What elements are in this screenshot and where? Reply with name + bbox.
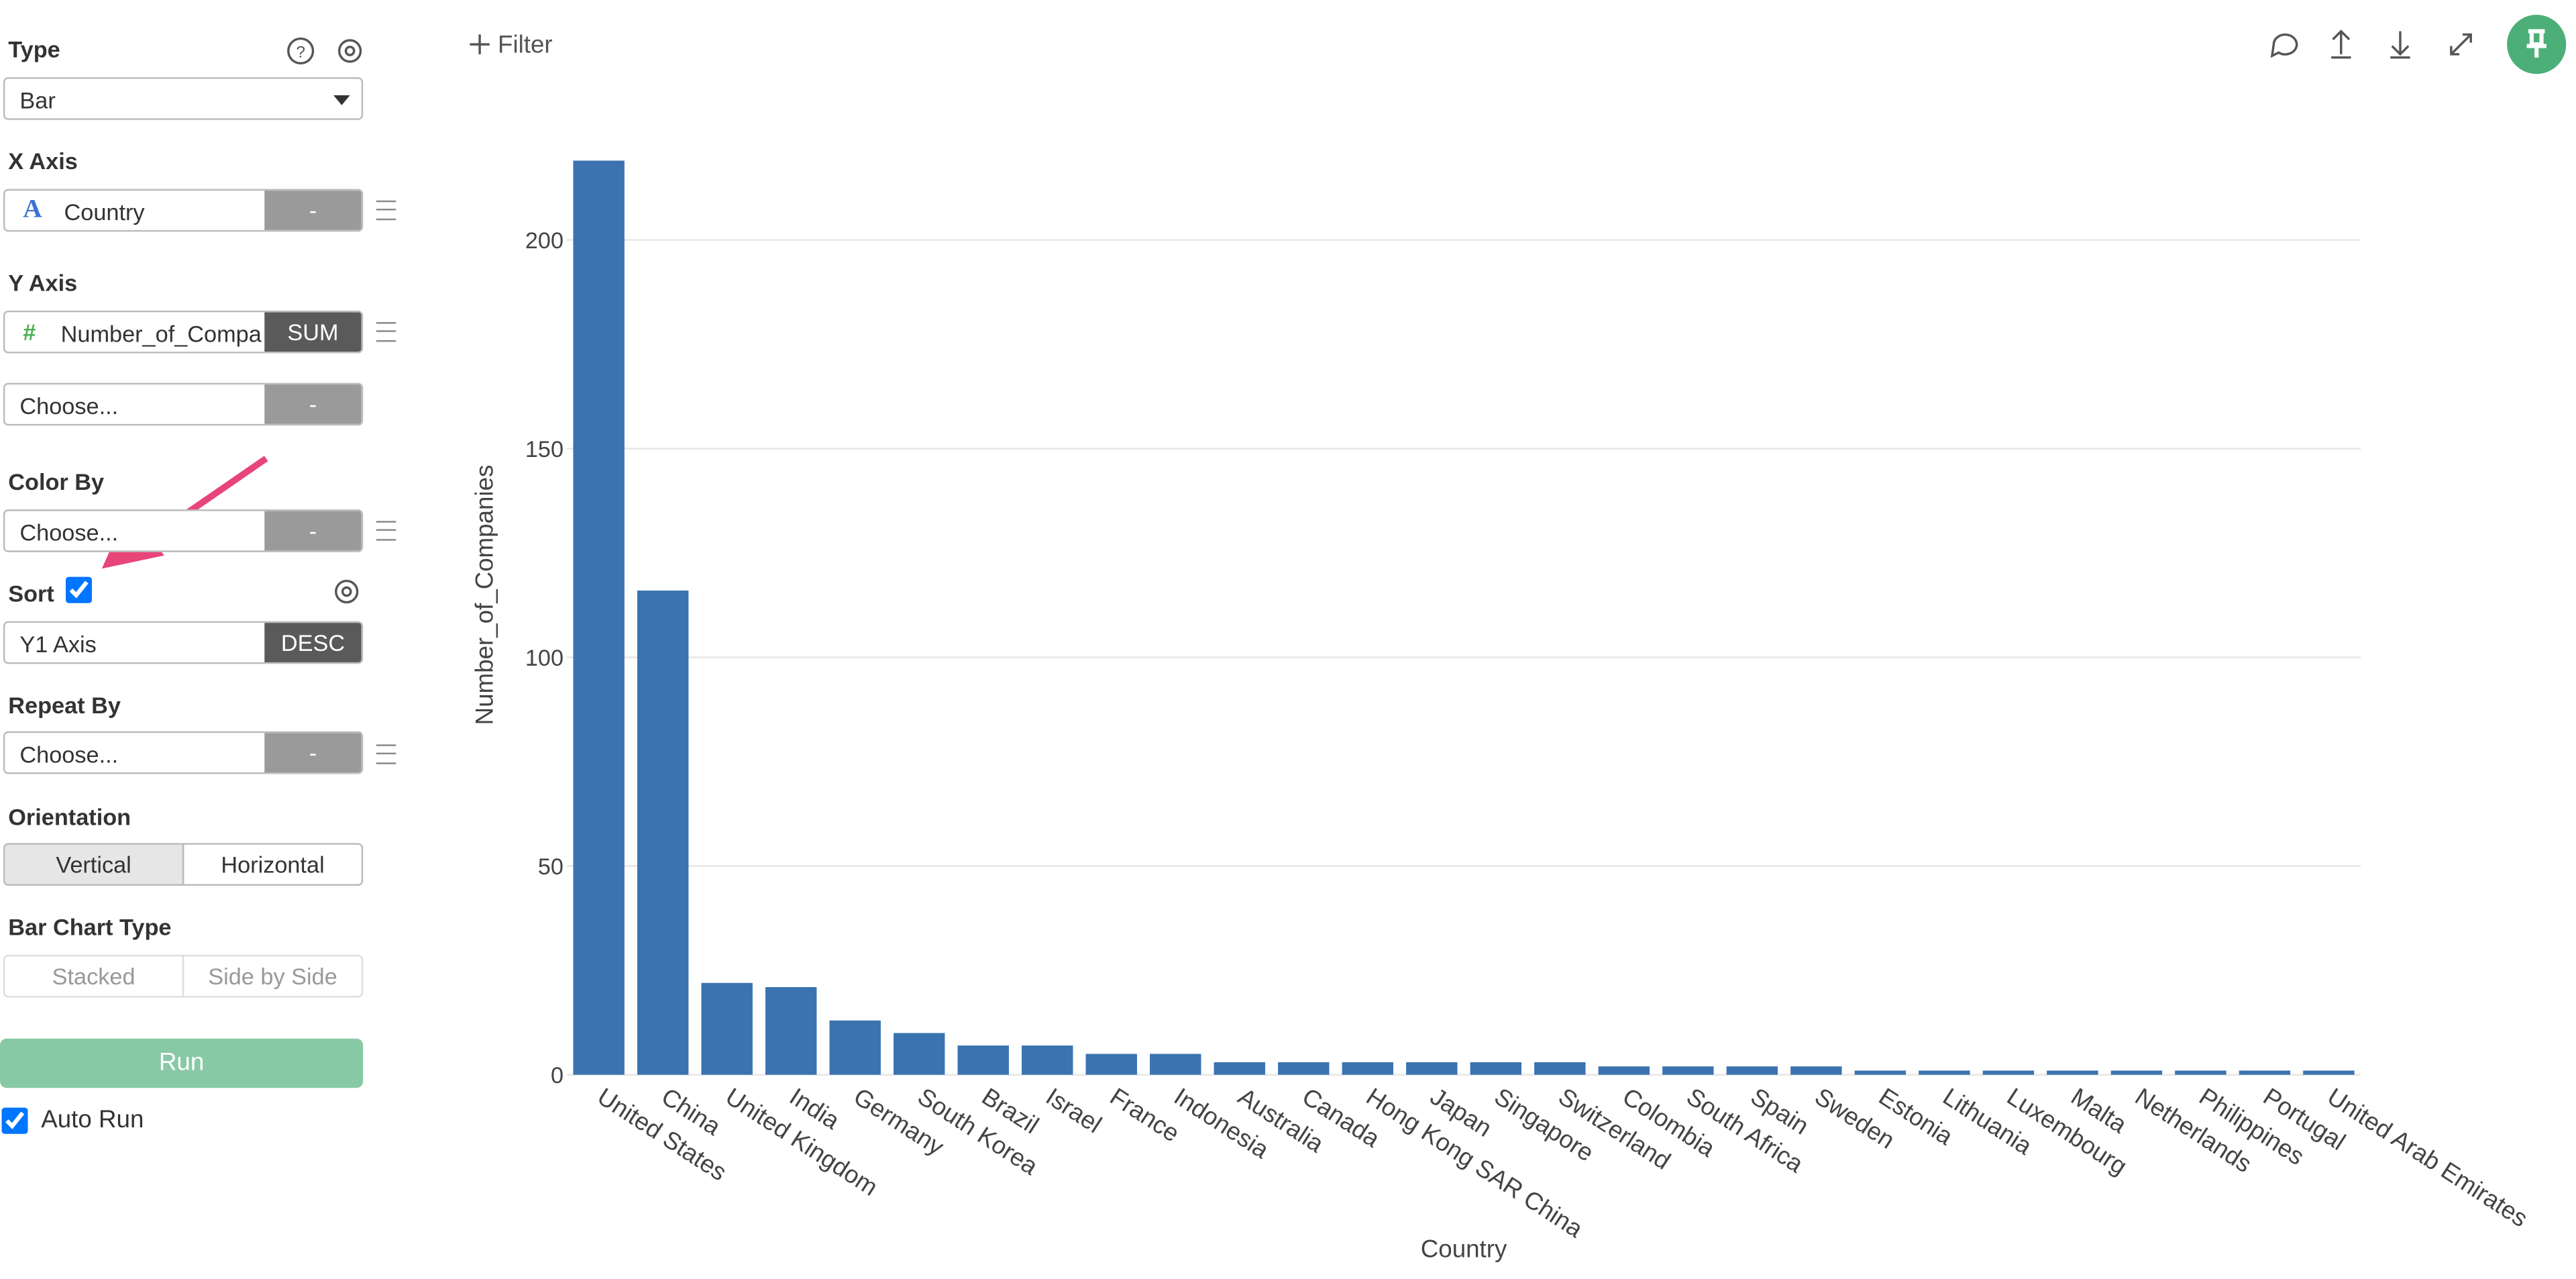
x-axis-field[interactable]: A Country - (3, 189, 364, 232)
y-tick-label: 50 (538, 854, 564, 880)
color-by-field[interactable]: Choose... - (3, 509, 364, 552)
y-axis-field-name: Number_of_Compa (60, 320, 262, 347)
bar (1214, 1062, 1265, 1075)
y-axis2-agg[interactable]: - (264, 385, 362, 424)
bar (957, 1045, 1009, 1075)
sort-field[interactable]: Y1 Axis DESC (3, 621, 364, 664)
type-select[interactable]: Bar (3, 77, 364, 120)
sort-order[interactable]: DESC (264, 623, 362, 662)
y-axis-field[interactable]: # Number_of_Compa SUM (3, 310, 364, 354)
x-tick-label: Israel (1041, 1082, 1107, 1138)
bar (2303, 1070, 2355, 1075)
x-tick-label: United Arab Emirates (2322, 1082, 2532, 1232)
repeat-by-agg[interactable]: - (264, 733, 362, 773)
sort-checkbox[interactable] (65, 576, 93, 603)
bar (1982, 1070, 2035, 1075)
menu-icon[interactable] (376, 200, 396, 221)
bar (1085, 1054, 1137, 1075)
y-axis-title: Number_of_Companies (471, 465, 498, 725)
repeat-by-field[interactable]: Choose... - (3, 731, 364, 774)
dropdown-caret (333, 95, 350, 113)
bar (1662, 1066, 1714, 1075)
filter-button[interactable]: Filter (498, 30, 553, 58)
bar (1406, 1062, 1458, 1075)
bar (1598, 1066, 1650, 1075)
y-tick-label: 150 (525, 437, 564, 462)
bar (1022, 1045, 1073, 1075)
bar (1854, 1070, 1907, 1075)
bar (894, 1033, 945, 1075)
bar (1342, 1062, 1393, 1075)
bar (2239, 1070, 2291, 1075)
menu-icon[interactable] (376, 322, 396, 342)
bar (1534, 1062, 1586, 1075)
bar-type-option[interactable]: Side by Side (182, 954, 364, 998)
y-tick-label: 200 (525, 228, 564, 254)
x-axis-agg[interactable]: - (264, 191, 362, 230)
orientation-label: Orientation (8, 803, 131, 830)
y-tick-label: 100 (525, 646, 564, 671)
help-icon[interactable]: ? (296, 44, 305, 62)
type-value: Bar (19, 87, 56, 113)
bar (1150, 1054, 1201, 1075)
string-icon: A (23, 195, 42, 224)
y-axis-agg[interactable]: SUM (264, 312, 362, 352)
x-axis-field-name: Country (64, 199, 145, 225)
repeat-by-label: Repeat By (8, 692, 121, 719)
y-tick-label: 0 (551, 1063, 564, 1088)
bar (2047, 1070, 2098, 1075)
x-axis-label: X Axis (8, 148, 78, 174)
bar (829, 1020, 881, 1075)
repeat-by-field-name: Choose... (19, 741, 119, 768)
sort-field-name: Y1 Axis (19, 631, 97, 658)
color-by-label: Color By (8, 468, 105, 495)
x-tick-label: France (1105, 1082, 1184, 1147)
orientation-option[interactable]: Vertical (3, 843, 184, 886)
bar (1919, 1070, 1970, 1075)
bar (765, 987, 817, 1075)
bar (701, 982, 753, 1075)
orientation-option[interactable]: Horizontal (182, 843, 364, 886)
bar (1470, 1062, 1522, 1075)
color-by-field-name: Choose... (19, 519, 119, 546)
run-button[interactable]: Run (0, 1038, 364, 1088)
bar (637, 591, 689, 1075)
y-axis2-field[interactable]: Choose... - (3, 382, 364, 426)
menu-icon[interactable] (376, 521, 396, 541)
toolbar-icons[interactable] (287, 30, 2472, 604)
sort-label: Sort (8, 580, 54, 607)
x-axis-title: Country (1421, 1235, 1507, 1262)
bar (2175, 1070, 2226, 1075)
bar (1278, 1062, 1330, 1075)
type-label: Type (8, 36, 60, 63)
y-axis2-field-name: Choose... (19, 393, 119, 419)
bar (2110, 1070, 2163, 1075)
auto-run-checkbox[interactable] (1, 1107, 28, 1134)
bar-type-label: Bar Chart Type (8, 913, 172, 940)
color-by-agg[interactable]: - (264, 511, 362, 551)
bar (1726, 1066, 1778, 1075)
menu-icon[interactable] (376, 744, 396, 764)
bar-type-option[interactable]: Stacked (3, 954, 184, 998)
number-icon: # (23, 319, 36, 346)
bar (573, 160, 625, 1075)
y-axis-label: Y Axis (8, 269, 78, 296)
pin-icon (2526, 29, 2546, 58)
auto-run-label: Auto Run (41, 1106, 144, 1134)
bar (1790, 1066, 1842, 1075)
